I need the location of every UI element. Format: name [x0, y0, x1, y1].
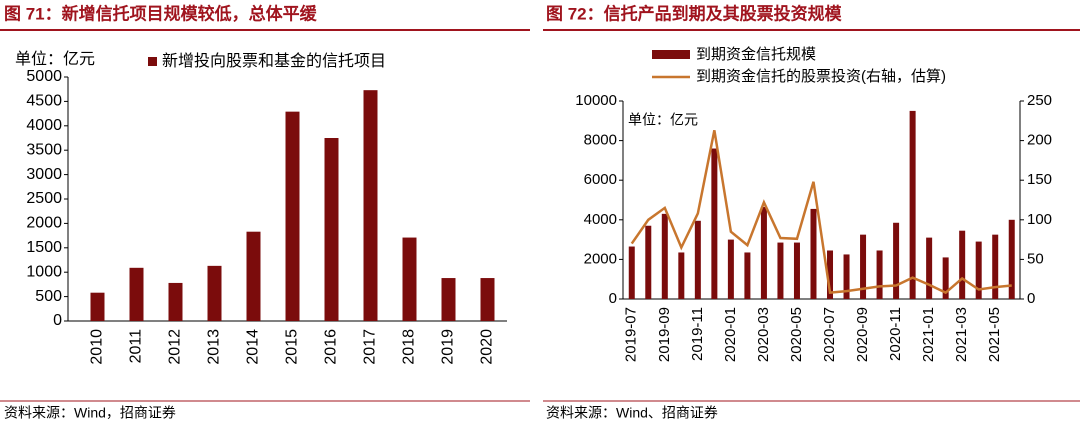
bar — [744, 252, 751, 299]
x-tick-label: 2019-11 — [689, 307, 706, 361]
source: 资料来源：Wind，招商证券 — [4, 405, 176, 421]
x-tick-label: 2021-03 — [953, 307, 970, 362]
x-tick-label: 2019-09 — [656, 307, 673, 362]
y2-tick-label: 50 — [1027, 250, 1044, 267]
x-tick-label: 2020-05 — [788, 307, 805, 362]
bar — [777, 242, 784, 299]
bar — [992, 234, 999, 299]
y-tick-label: 5000 — [26, 68, 62, 85]
x-tick-label: 2021-05 — [986, 307, 1003, 362]
bar — [959, 230, 966, 299]
source: 资料来源：Wind、招商证券 — [546, 405, 718, 421]
unit-label: 单位：亿元 — [628, 112, 698, 128]
x-tick-label: 2020-03 — [755, 307, 772, 362]
bar — [645, 225, 652, 299]
y-tick-label: 8000 — [584, 132, 617, 149]
x-tick-label: 2020-07 — [821, 307, 838, 362]
y2-tick-label: 200 — [1027, 132, 1052, 149]
y-tick-label: 2000 — [26, 215, 62, 232]
bar — [909, 110, 916, 300]
bar — [363, 90, 378, 322]
bar — [129, 267, 144, 321]
bar — [926, 237, 933, 299]
x-tick-label: 2017 — [362, 329, 379, 365]
bar — [168, 282, 183, 321]
bar — [942, 257, 949, 299]
y-tick-label: 0 — [609, 290, 617, 307]
x-tick-label: 2019 — [440, 329, 457, 365]
bar — [1008, 219, 1015, 299]
bar — [480, 278, 495, 321]
y-tick-label: 1500 — [26, 239, 62, 256]
y-tick-label: 3500 — [26, 141, 62, 158]
x-tick-label: 2019-07 — [623, 307, 640, 362]
y-tick-label: 3000 — [26, 166, 62, 183]
chart-title: 图 71：新增信托项目规模较低，总体平缓 — [4, 3, 318, 23]
legend-swatch — [652, 50, 690, 59]
x-tick-label: 2020-01 — [722, 307, 739, 362]
chart-title: 图 72：信托产品到期及其股票投资规模 — [546, 3, 843, 23]
x-tick-label: 2011 — [128, 329, 145, 364]
y2-tick-label: 150 — [1027, 171, 1052, 188]
x-tick-label: 2020 — [479, 329, 496, 365]
bar — [694, 220, 701, 299]
bar — [441, 278, 456, 321]
bar — [893, 222, 900, 299]
bar — [843, 254, 850, 299]
y-tick-label: 4000 — [26, 117, 62, 134]
bar — [324, 138, 339, 321]
y2-tick-label: 0 — [1027, 290, 1035, 307]
x-tick-label: 2018 — [401, 329, 418, 365]
legend-label: 新增投向股票和基金的信托项目 — [162, 52, 386, 70]
bar — [810, 208, 817, 299]
bar — [678, 252, 685, 299]
x-tick-label: 2013 — [206, 329, 223, 365]
bar — [827, 250, 834, 299]
x-tick-label: 2020-11 — [887, 307, 904, 361]
bar — [246, 231, 261, 321]
y-tick-label: 4000 — [584, 211, 617, 228]
x-tick-label: 2014 — [245, 329, 262, 365]
bar — [711, 148, 718, 299]
y-tick-label: 0 — [53, 312, 62, 329]
bar — [402, 237, 417, 321]
y-tick-label: 10000 — [575, 92, 617, 109]
legend-label: 到期资金信托规模 — [696, 46, 816, 63]
x-tick-label: 2021-01 — [920, 307, 937, 362]
bar — [876, 250, 883, 299]
legend-swatch — [148, 57, 157, 66]
bar — [285, 111, 300, 321]
bar — [628, 246, 635, 299]
legend-label: 到期资金信托的股票投资(右轴，估算) — [696, 67, 946, 85]
y-tick-label: 500 — [35, 288, 62, 305]
y2-tick-label: 100 — [1027, 211, 1052, 228]
bar — [727, 239, 734, 299]
x-tick-label: 2012 — [167, 329, 184, 365]
y-tick-label: 6000 — [584, 171, 617, 188]
bar — [793, 242, 800, 299]
y-tick-label: 2000 — [584, 250, 617, 267]
x-tick-label: 2020-09 — [854, 307, 871, 362]
line — [630, 130, 1012, 295]
bar — [661, 213, 668, 299]
bar — [90, 292, 105, 321]
x-tick-label: 2015 — [284, 329, 301, 365]
bar — [207, 265, 222, 321]
bar — [975, 241, 982, 299]
x-tick-label: 2016 — [323, 329, 340, 365]
unit-label: 单位：亿元 — [15, 50, 95, 68]
bar — [760, 206, 767, 299]
y-tick-label: 4500 — [26, 93, 62, 110]
y2-tick-label: 250 — [1027, 92, 1052, 109]
y-tick-label: 2500 — [26, 190, 62, 207]
y-tick-label: 1000 — [26, 263, 62, 280]
bar — [860, 234, 867, 299]
x-tick-label: 2010 — [89, 329, 106, 365]
